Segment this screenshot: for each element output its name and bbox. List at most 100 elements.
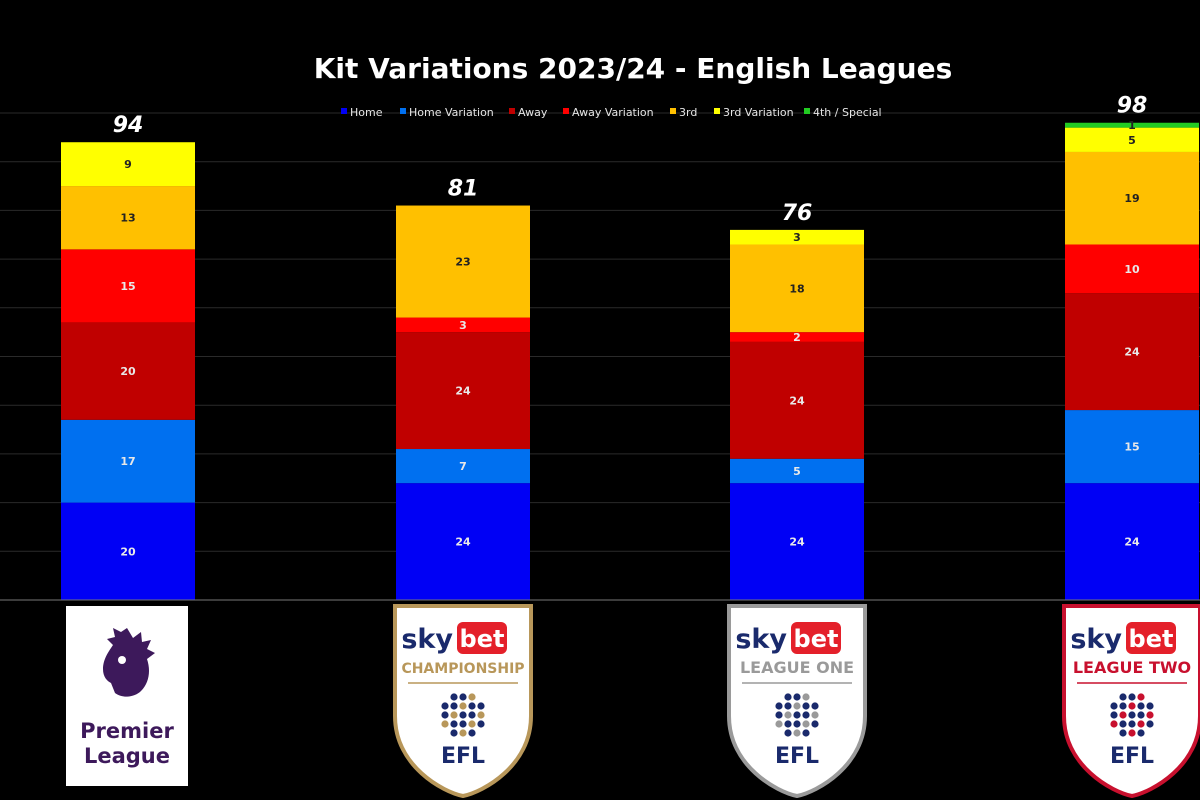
ball-dot (1137, 711, 1145, 719)
ball-dot (459, 693, 467, 701)
efl-wordmark: EFL (775, 744, 819, 769)
bar-segment (730, 244, 864, 333)
total-label: 76 (782, 201, 813, 226)
ball-dot (1146, 720, 1154, 728)
data-label: 15 (120, 280, 135, 293)
ball-dot (784, 702, 792, 710)
ball-dot (1137, 729, 1145, 737)
ball-dot (477, 711, 485, 719)
bar-segment (61, 249, 195, 323)
lion-eye (118, 656, 126, 664)
ball-dot (1137, 702, 1145, 710)
ball-dot (1119, 693, 1127, 701)
ball-dot (1128, 702, 1136, 710)
data-label: 9 (124, 158, 132, 171)
efl-wordmark: EFL (1110, 744, 1154, 769)
ball-dot (459, 729, 467, 737)
legend-swatch (341, 108, 347, 114)
ball-dot (802, 720, 810, 728)
legend-item-label: Away (518, 106, 548, 119)
gridlines (0, 112, 1200, 552)
ball-dot (784, 693, 792, 701)
ball-dot (1119, 702, 1127, 710)
bet-wordmark: bet (794, 625, 839, 653)
bet-badge (457, 622, 507, 654)
total-label: 94 (113, 113, 144, 138)
ball-dot (459, 720, 467, 728)
ball-dot (811, 720, 819, 728)
ball-dot (468, 693, 476, 701)
legend-swatch (804, 108, 810, 114)
data-label: 5 (793, 465, 801, 478)
ball-dot (1119, 729, 1127, 737)
data-label: 23 (455, 256, 470, 269)
data-label: 18 (789, 282, 804, 295)
bar-segment (1065, 127, 1199, 152)
bar-segment (61, 142, 195, 187)
ball-dot (1146, 702, 1154, 710)
bar-segment (730, 332, 864, 342)
legend-swatch (670, 108, 676, 114)
ball-dot (775, 711, 783, 719)
data-label: 24 (1124, 536, 1140, 549)
legend-swatch (509, 108, 515, 114)
ball-dot (811, 711, 819, 719)
bar-segment (396, 317, 530, 333)
league-name: CHAMPIONSHIP (401, 661, 524, 677)
ball-dot (468, 729, 476, 737)
bar-segment (730, 229, 864, 245)
legend: Home Home Variation Away Away Variation 3rd 3… (341, 106, 882, 119)
ball-dot (802, 711, 810, 719)
league-name: LEAGUE TWO (1073, 658, 1191, 677)
ball-dot (793, 729, 801, 737)
bar-segment (730, 458, 864, 484)
bar-segment (1065, 410, 1199, 484)
ball-dot (1110, 702, 1118, 710)
bar-segment (61, 322, 195, 420)
ball-dot (793, 720, 801, 728)
bars: 2017201513994247243238124524218376241524… (61, 94, 1199, 600)
ball-dot (802, 729, 810, 737)
premier-league-wordmark: League (84, 744, 170, 768)
ball-dot (450, 720, 458, 728)
bar-segment (61, 502, 195, 600)
bar-segment (1065, 244, 1199, 294)
league-one-logo: sky bet LEAGUE ONE EFL (727, 604, 867, 799)
bar-segment (1065, 483, 1199, 600)
ball-dot (775, 720, 783, 728)
bar-segment (730, 341, 864, 459)
legend-item-label: Away Variation (572, 106, 654, 119)
data-label: 20 (120, 365, 136, 378)
bar-segment (61, 419, 195, 503)
ball-dot (468, 720, 476, 728)
total-label: 98 (1117, 94, 1148, 119)
data-label: 24 (1124, 346, 1140, 359)
legend-item-label: 3rd (679, 106, 697, 119)
ball-dot (441, 702, 449, 710)
sky-wordmark: sky (735, 624, 787, 655)
bet-badge (791, 622, 841, 654)
bar-segment (396, 449, 530, 484)
bar-segment (396, 332, 530, 450)
legend-item-label: 4th / Special (813, 106, 882, 119)
data-label: 24 (455, 385, 471, 398)
efl-ball-icon (441, 693, 485, 737)
legend-item-label: 3rd Variation (723, 106, 794, 119)
data-label: 24 (789, 394, 805, 407)
ball-dot (1119, 711, 1127, 719)
efl-ball-icon (1110, 693, 1154, 737)
sky-wordmark: sky (401, 624, 453, 655)
ball-dot (784, 711, 792, 719)
ball-dot (793, 702, 801, 710)
ball-dot (441, 711, 449, 719)
data-label: 15 (1124, 441, 1139, 454)
ball-dot (1119, 720, 1127, 728)
legend-item-label: Home Variation (409, 106, 494, 119)
ball-dot (459, 702, 467, 710)
data-label: 3 (459, 319, 467, 332)
data-label: 20 (120, 545, 136, 558)
ball-dot (793, 693, 801, 701)
ball-dot (477, 720, 485, 728)
